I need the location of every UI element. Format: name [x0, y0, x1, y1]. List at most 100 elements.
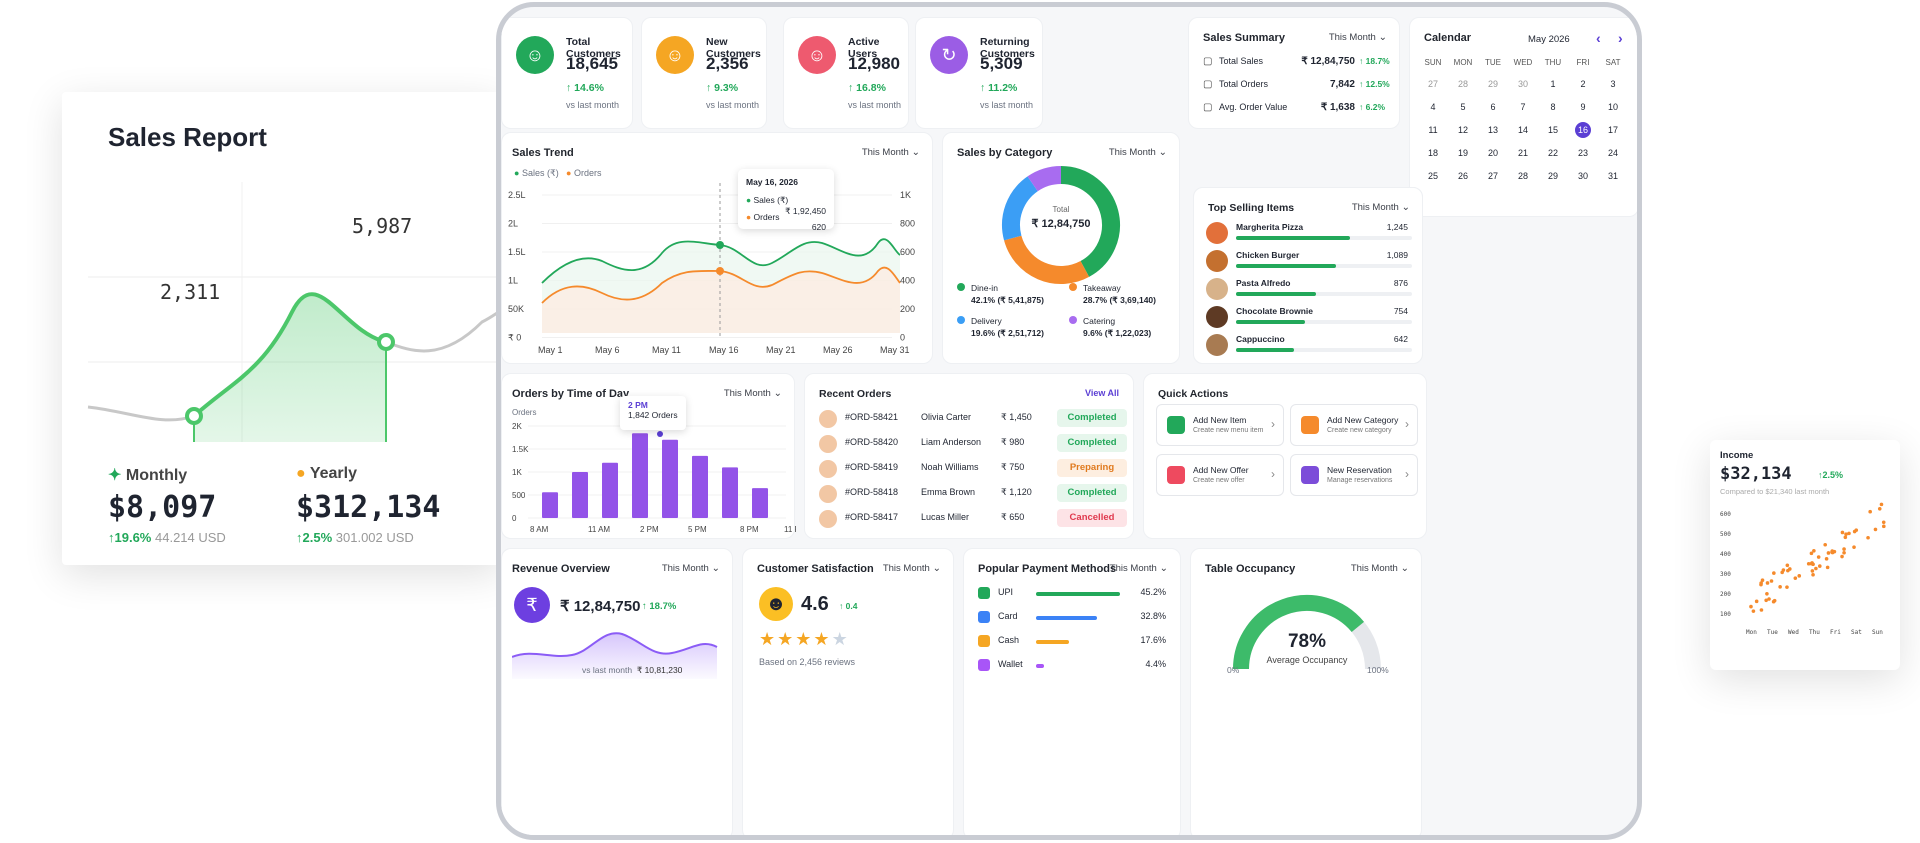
calendar-day[interactable]: 29 [1547, 171, 1558, 181]
calendar-day[interactable]: 11 [1428, 125, 1438, 135]
star-icon: ★ [831, 629, 850, 649]
order-id[interactable]: #ORD-58421 [845, 412, 899, 422]
order-id[interactable]: #ORD-58419 [845, 462, 899, 472]
period-dropdown[interactable]: This Month [1351, 563, 1409, 574]
calendar-day[interactable]: 30 [1577, 171, 1588, 181]
period-dropdown[interactable]: This Month [862, 147, 920, 158]
prev-month-icon[interactable]: ‹ [1596, 30, 1601, 46]
calendar-day[interactable]: 2 [1580, 79, 1586, 89]
calendar-day[interactable]: 4 [1430, 102, 1436, 112]
scatter-point [1760, 578, 1765, 583]
calendar-day[interactable]: 8 [1550, 102, 1556, 112]
y-tick: 500 [512, 491, 526, 500]
kpi-value: 12,980 [848, 54, 900, 73]
order-id[interactable]: #ORD-58420 [845, 437, 899, 447]
order-id[interactable]: #ORD-58418 [845, 487, 899, 497]
calendar-day[interactable]: 23 [1577, 148, 1588, 158]
income-card: Income $32,134 ↑2.5% Compared to $21,340… [1710, 440, 1900, 670]
kpi-card: ↻ Returning Customers 5,309 ↑ 11.2% vs last … [915, 17, 1043, 129]
summary-label: Avg. Order Value [1219, 102, 1288, 112]
order-amount: ₹ 1,450 [1001, 412, 1032, 422]
x-tick: Tue [1767, 629, 1778, 636]
calendar-day[interactable]: 21 [1517, 148, 1528, 158]
calendar-day[interactable]: 17 [1607, 125, 1618, 135]
quick-actions-title: Quick Actions [1158, 388, 1229, 400]
period-dropdown[interactable]: This Month [662, 563, 720, 574]
calendar-day[interactable]: 28 [1517, 171, 1528, 181]
calendar-day[interactable]: 28 [1457, 79, 1468, 89]
calendar-day[interactable]: 31 [1607, 171, 1618, 181]
calendar-weekday: SUN [1424, 58, 1442, 67]
tooltip-orders: ● Orders 620 [746, 212, 826, 232]
category-name: Delivery [971, 316, 1002, 326]
scatter-point [1751, 609, 1756, 613]
calendar-day[interactable]: 14 [1517, 125, 1528, 135]
calendar-weekday: SAT [1605, 58, 1621, 67]
chart-point [185, 407, 203, 425]
calendar-month: May 2026 [1528, 34, 1570, 45]
period-dropdown[interactable]: This Month [1109, 147, 1167, 158]
occupancy-card: Table Occupancy This Month 78% Average O… [1190, 548, 1422, 835]
calendar-day[interactable]: 19 [1457, 148, 1468, 158]
payment-percent: 4.4% [1145, 659, 1166, 669]
order-id[interactable]: #ORD-58417 [845, 512, 899, 522]
calendar-day[interactable]: 3 [1610, 79, 1616, 89]
point-label: 2,311 [160, 280, 221, 304]
calendar-day[interactable]: 10 [1607, 102, 1618, 112]
x-tick: 11 PM [784, 525, 796, 534]
calendar-day[interactable]: 20 [1487, 148, 1498, 158]
payment-bar [1036, 640, 1069, 644]
quick-action-button[interactable]: New Reservation Manage reservations › [1290, 454, 1418, 496]
calendar-day[interactable]: 6 [1490, 102, 1496, 112]
scatter-point [1786, 568, 1790, 573]
avatar [819, 510, 837, 528]
x-tick: 11 AM [588, 525, 610, 534]
kpi-card: ☺ New Customers 2,356 ↑ 9.3% vs last month [641, 17, 767, 129]
scatter-point [1824, 557, 1829, 561]
period-dropdown[interactable]: This Month [1352, 202, 1410, 213]
calendar-day[interactable]: 15 [1547, 125, 1558, 135]
sales-trend-chart: 2.5L 2L 1.5L 1L 50K ₹ 0 1K 800 600 400 200 0 May 1 Ma… [508, 183, 915, 355]
y-tick-left: 2L [508, 219, 518, 229]
calendar-day[interactable]: 13 [1487, 125, 1498, 135]
summary-label: Total Orders [1219, 79, 1269, 89]
y-tick-left: 2.5L [508, 190, 526, 200]
calendar-day[interactable]: 25 [1427, 171, 1438, 181]
period-dropdown[interactable]: This Month [883, 563, 941, 574]
users-icon: ☺ [798, 36, 836, 74]
category-name: Catering [1083, 316, 1116, 326]
calendar-day[interactable]: 29 [1487, 79, 1498, 89]
calendar-day[interactable]: 27 [1487, 171, 1498, 181]
calendar-day[interactable]: 16 [1575, 122, 1591, 138]
quick-action-button[interactable]: Add New Item Create new menu item › [1156, 404, 1284, 446]
calendar-day[interactable]: 18 [1427, 148, 1438, 158]
item-name: Margherita Pizza [1236, 222, 1304, 232]
calendar-day[interactable]: 12 [1457, 125, 1468, 135]
calendar-day[interactable]: 1 [1550, 79, 1556, 89]
calendar-day[interactable]: 30 [1517, 79, 1528, 89]
period-dropdown[interactable]: This Month [1329, 32, 1387, 43]
scatter-point [1771, 599, 1776, 604]
time-bar [542, 492, 558, 518]
quick-action-button[interactable]: Add New Offer Create new offer › [1156, 454, 1284, 496]
calendar-day[interactable]: 26 [1457, 171, 1468, 181]
calendar-day[interactable]: 24 [1607, 148, 1618, 158]
calendar-day[interactable]: 27 [1427, 79, 1438, 89]
y-tick-right: 1K [900, 190, 911, 200]
calendar-day[interactable]: 22 [1547, 148, 1558, 158]
period-dropdown[interactable]: This Month [724, 388, 782, 399]
next-month-icon[interactable]: › [1618, 30, 1623, 46]
calendar-day[interactable]: 5 [1460, 102, 1466, 112]
legend-orders: ● Orders [566, 168, 602, 178]
summary-change: ↑ 6.2% [1359, 102, 1385, 112]
scatter-point [1785, 563, 1790, 568]
quick-action-button[interactable]: Add New Category Create new category › [1290, 404, 1418, 446]
view-all-link[interactable]: View All [1084, 388, 1119, 398]
calendar-day[interactable]: 9 [1580, 102, 1586, 112]
time-bar [602, 462, 618, 518]
y-tick-right: 400 [900, 276, 915, 286]
tooltip-date: May 16, 2026 [746, 177, 798, 187]
period-dropdown[interactable]: This Month [1110, 563, 1168, 574]
tooltip-time: 2 PM [628, 400, 648, 410]
calendar-day[interactable]: 7 [1520, 102, 1526, 112]
